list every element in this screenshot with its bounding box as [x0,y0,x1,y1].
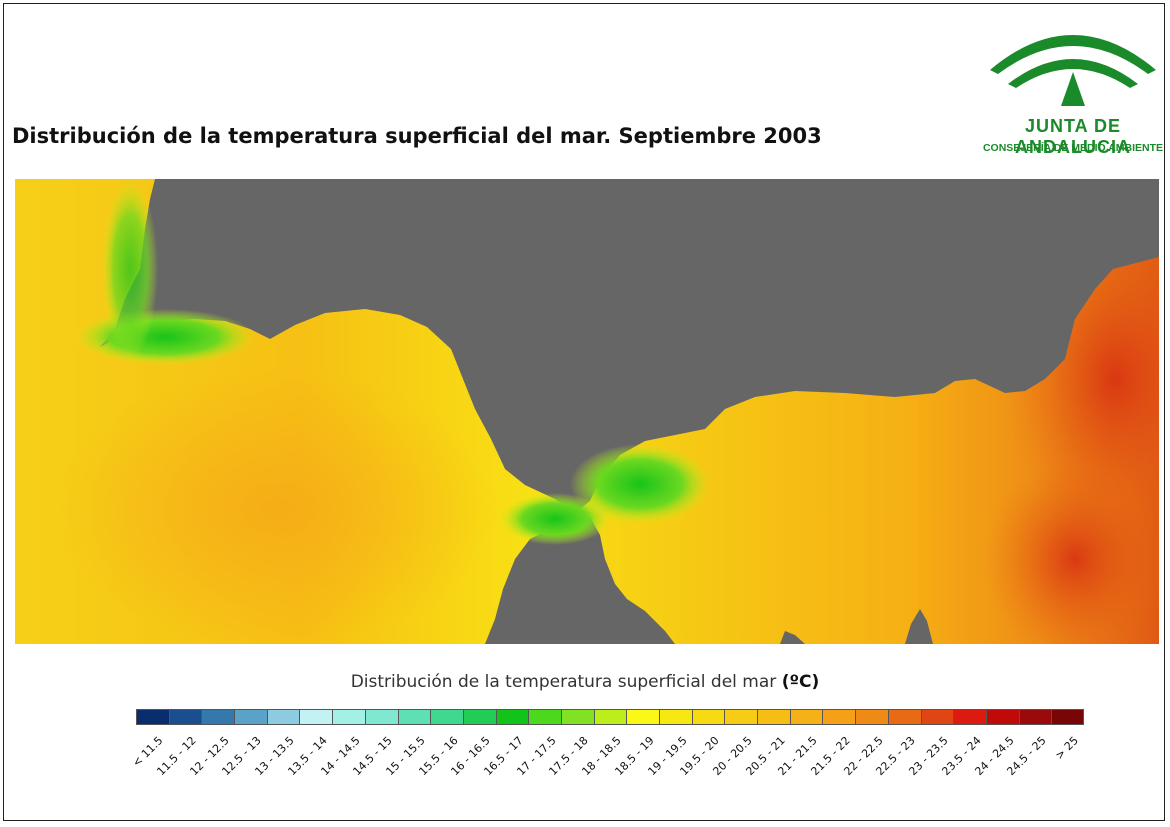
legend-label: > 25 [1052,734,1081,763]
legend-swatch [136,709,169,725]
legend-swatch [757,709,790,725]
legend-swatch [560,709,594,725]
legend-swatch [234,709,267,725]
legend-unit: (ºC) [781,672,820,692]
page-title: Distribución de la temperatura superfici… [12,124,822,148]
legend-swatch [822,709,856,725]
cool-area-portugal-coast [102,179,158,359]
legend-title-text: Distribución de la temperatura superfici… [350,672,777,692]
warm-area-atlantic [55,369,495,644]
legend-swatch [789,709,823,725]
land-ceuta [780,631,805,644]
legend-swatch [724,709,758,725]
legend-swatch [168,709,202,725]
legend-swatch [462,709,496,725]
legend-swatch [528,709,561,725]
legend-swatch [201,709,235,725]
legend-swatch [364,709,398,725]
legend-swatch [887,709,921,725]
cool-area-alboran-west [570,444,710,524]
legend-swatch [626,709,659,725]
legend-swatch [299,709,333,725]
land-coast-east [905,609,933,644]
legend-swatch [430,709,463,725]
legend-swatch [397,709,431,725]
legend-swatch [266,709,300,725]
legend-swatch [1018,709,1052,725]
legend-swatch [495,709,529,725]
cool-area-gulf-cadiz [75,309,255,365]
logo-arches-icon [990,35,1156,106]
legend-swatch [920,709,954,725]
logo-name: JUNTA DE ANDALUCIA [1015,116,1131,157]
legend-swatch [332,709,365,725]
legend-labels: < 11.5 11.5 - 12 12 - 12.5 12.5 - 13 13 - 13… [130,734,1086,824]
warm-area-southeast [985,459,1159,644]
map-frame [3,3,1165,821]
logo-department: CONSEJERÍA DE MEDIO AMBIENTE [982,142,1164,154]
legend-swatch [855,709,888,725]
legend-swatch [659,709,692,725]
legend-title: Distribución de la temperatura superfici… [0,672,1170,692]
color-legend [136,709,1084,725]
legend-swatch [691,709,725,725]
legend-swatch [985,709,1019,725]
land-iberia [100,179,1159,513]
junta-de-andalucia-logo: JUNTA DE ANDALUCIA CONSEJERÍA DE MEDIO A… [982,14,1164,164]
sea-temperature-map [15,179,1159,644]
legend-swatch [1051,709,1084,725]
land-north-africa [485,517,675,644]
legend-swatch [593,709,627,725]
legend-swatch [953,709,986,725]
